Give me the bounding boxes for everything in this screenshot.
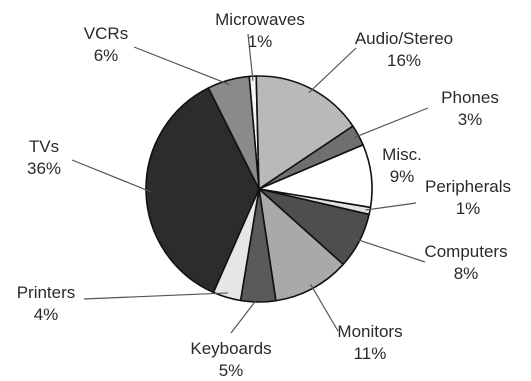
slice-label-audio-stereo: Audio/Stereo	[355, 29, 453, 48]
leader-line-phones	[354, 107, 429, 138]
slice-value-keyboards: 5%	[219, 361, 244, 380]
leader-line-vcrs	[133, 46, 230, 86]
leader-line-computers	[355, 238, 426, 263]
slice-tvs	[145, 87, 260, 294]
slice-label-printers: Printers	[17, 283, 76, 302]
slice-label-computers: Computers	[424, 242, 507, 261]
leader-line-keyboards	[230, 297, 259, 334]
slices-layer	[145, 75, 373, 303]
leader-line-microwaves	[247, 33, 254, 81]
slice-value-computers: 8%	[454, 264, 479, 283]
slice-label-phones: Phones	[441, 88, 499, 107]
labels-layer: Microwaves 1% Audio/Stereo 16% Phones 3% Misc.…	[17, 10, 511, 380]
slice-label-keyboards: Keyboards	[190, 339, 271, 358]
slice-value-misc: 9%	[390, 167, 415, 186]
slice-label-tvs: TVs	[29, 137, 59, 156]
slice-vcrs	[207, 75, 260, 190]
slice-label-vcrs: VCRs	[84, 24, 128, 43]
slice-value-monitors: 11%	[354, 344, 387, 363]
slice-value-microwaves: 1%	[248, 32, 273, 51]
slice-label-misc: Misc.	[382, 145, 422, 164]
slice-value-vcrs: 6%	[94, 46, 119, 65]
leader-lines-layer	[71, 33, 429, 334]
slice-audio-stereo	[255, 75, 354, 190]
slice-value-audio-stereo: 16%	[387, 51, 421, 70]
leader-line-audio-stereo	[308, 47, 357, 94]
leader-line-monitors	[310, 284, 339, 332]
slice-label-microwaves: Microwaves	[215, 10, 305, 29]
slice-value-peripherals: 1%	[456, 199, 481, 218]
leader-line-printers	[83, 292, 229, 300]
slice-value-printers: 4%	[34, 305, 59, 324]
slice-label-monitors: Monitors	[337, 322, 402, 341]
slice-value-phones: 3%	[458, 110, 483, 129]
leader-line-peripherals	[365, 202, 417, 211]
slice-value-tvs: 36%	[27, 159, 61, 178]
leader-line-tvs	[71, 159, 151, 193]
slice-label-peripherals: Peripherals	[425, 177, 511, 196]
